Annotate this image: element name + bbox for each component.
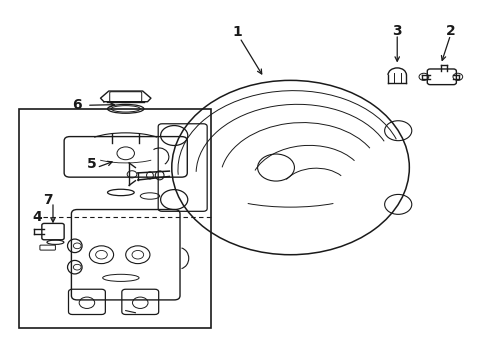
Text: 4: 4 xyxy=(32,210,42,224)
Text: 7: 7 xyxy=(43,193,53,207)
Text: 3: 3 xyxy=(391,23,401,37)
Text: 5: 5 xyxy=(87,157,97,171)
Text: 2: 2 xyxy=(445,23,454,37)
Bar xyxy=(19,109,210,328)
Text: 6: 6 xyxy=(72,98,82,112)
Text: 1: 1 xyxy=(232,25,242,39)
